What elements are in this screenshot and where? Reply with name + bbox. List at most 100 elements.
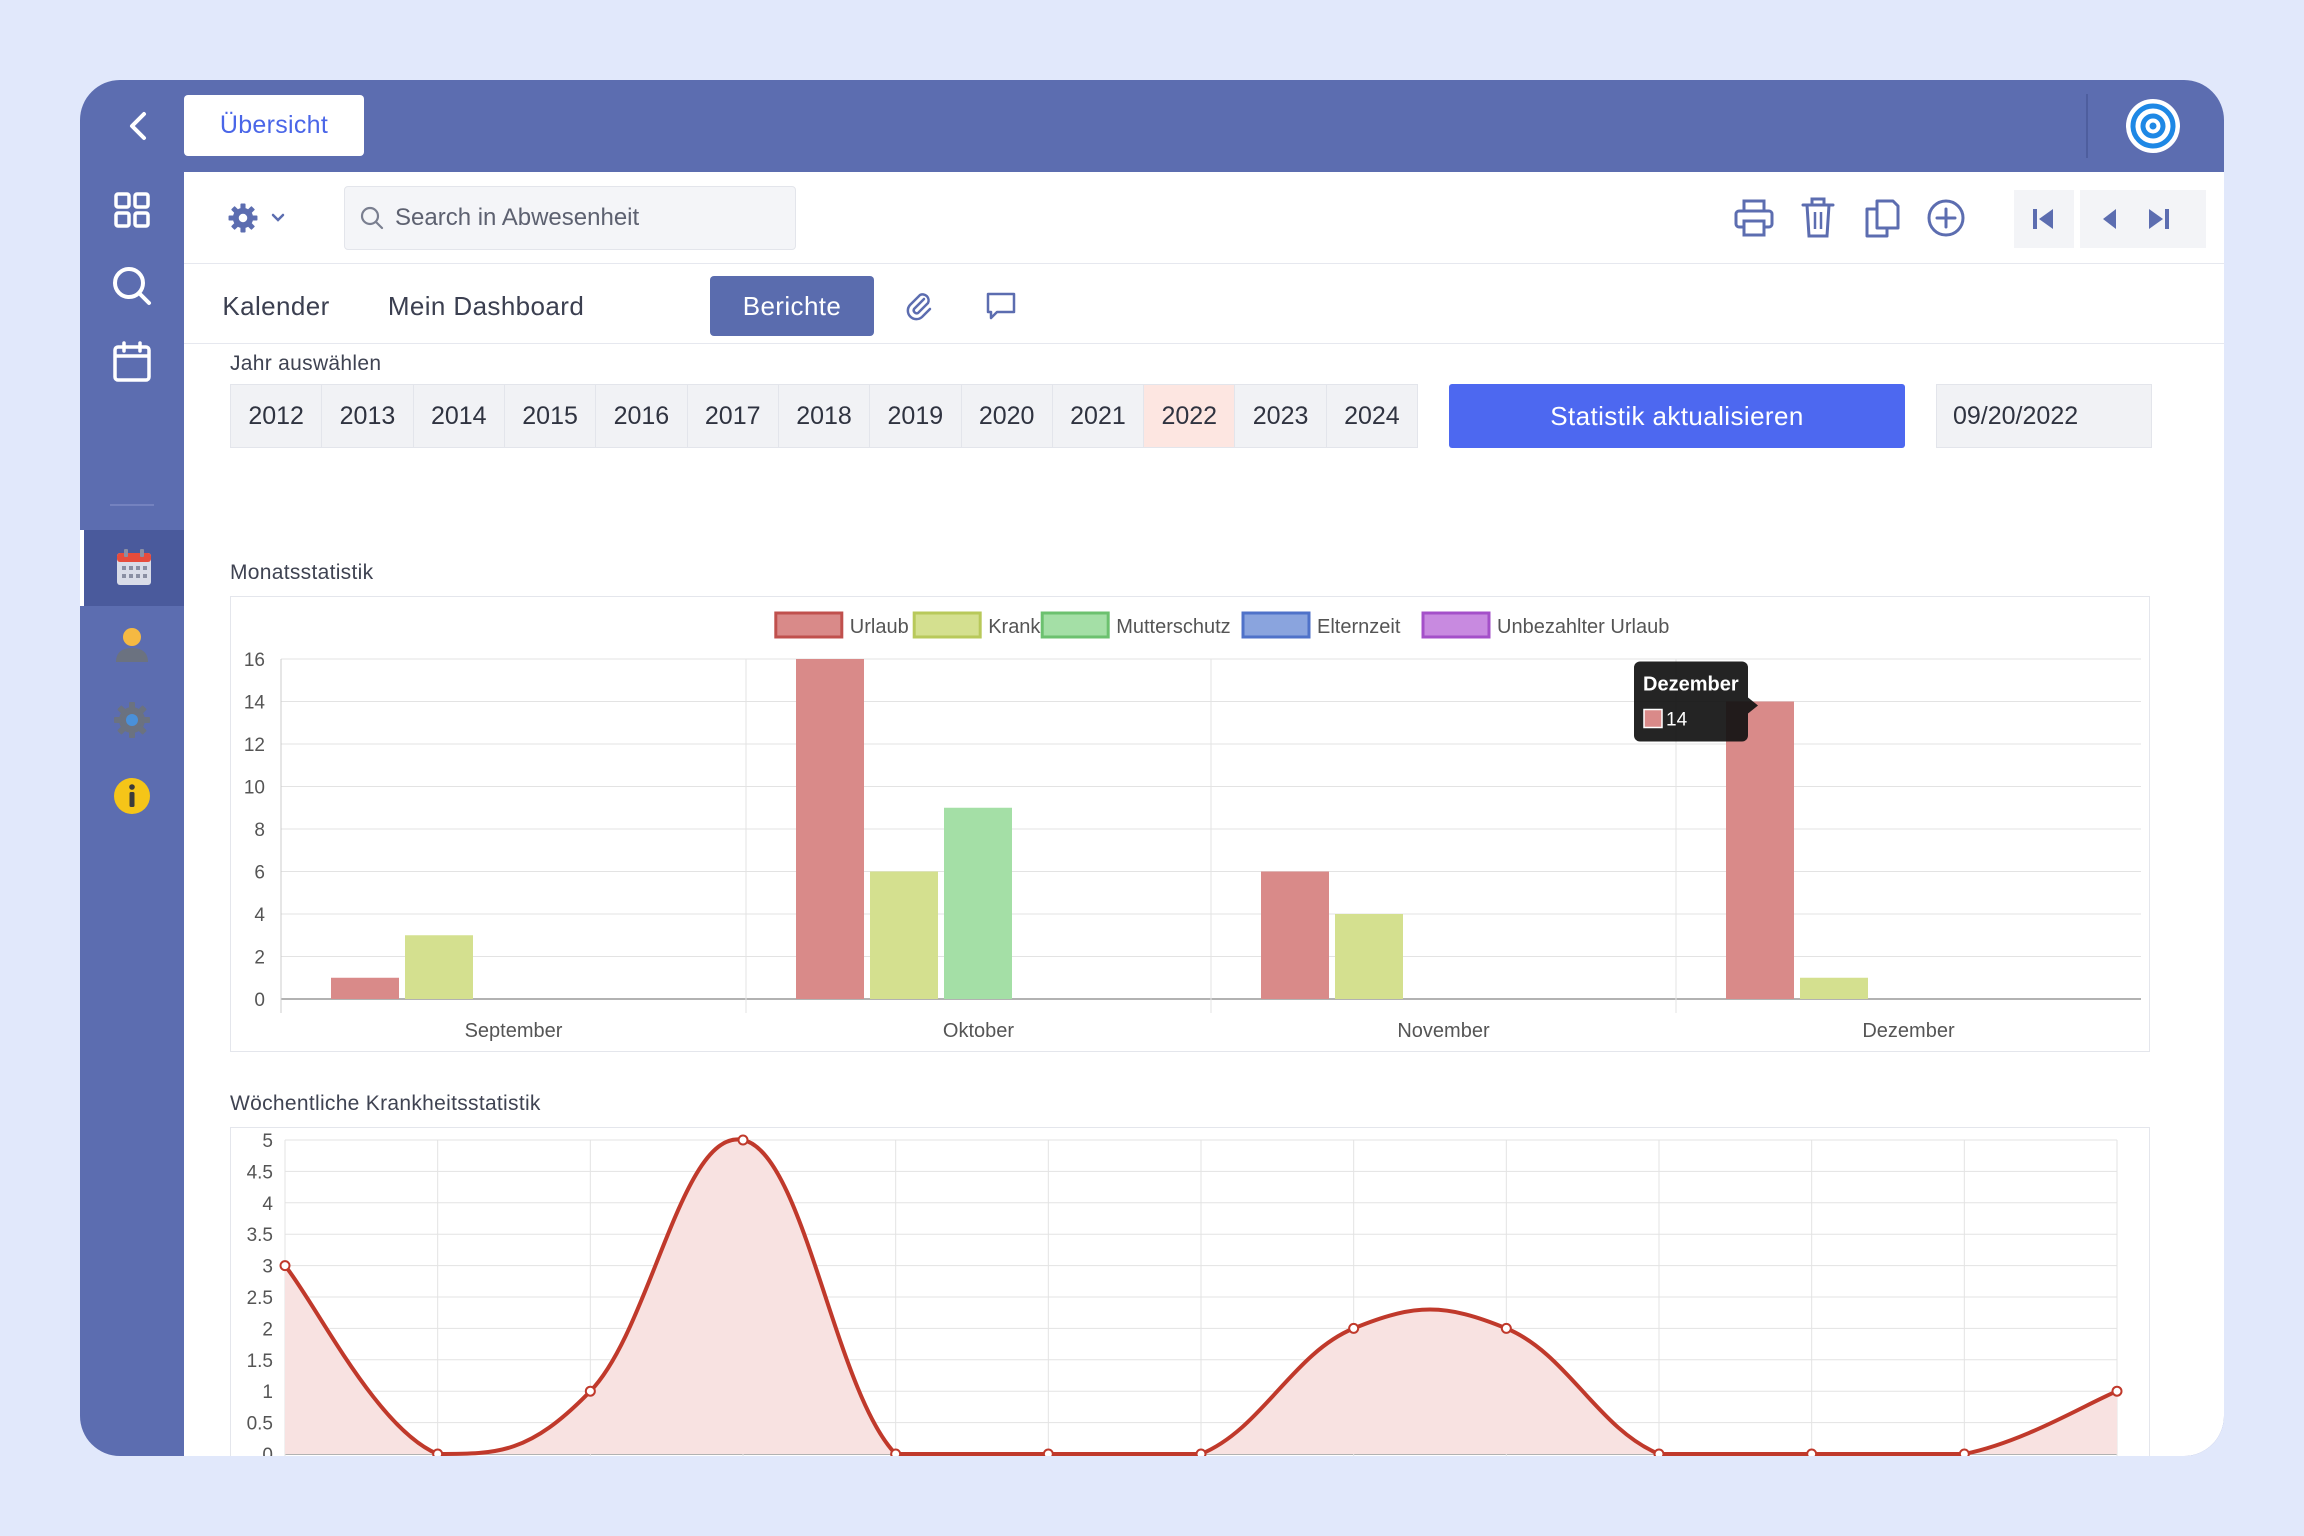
chart-legend: Urlaub Krank Mutterschutz Elternzeit Unbezah… <box>774 611 1669 639</box>
chart-tooltip: Dezember 14 <box>1634 661 1758 742</box>
year-button-2018[interactable]: 2018 <box>779 385 871 447</box>
bar-urlaub-november[interactable] <box>1261 871 1329 1000</box>
sidebar-item-settings[interactable] <box>80 682 184 758</box>
tooltip-swatch <box>1643 708 1663 729</box>
sidebar-item-search[interactable] <box>80 248 184 324</box>
data-point-kw-42[interactable] <box>890 1448 902 1457</box>
data-point-kw-43[interactable] <box>1042 1448 1054 1457</box>
year-selector: 2012 2013 2014 2015 2016 2017 2018 2019 2020 2021… <box>230 384 1418 448</box>
legend-swatch-1[interactable] <box>912 611 982 639</box>
data-point-kw-46[interactable] <box>1500 1322 1512 1334</box>
bar-urlaub-dezember[interactable] <box>1726 701 1794 1000</box>
y-tick-label: 4 <box>254 905 265 926</box>
y-axis: 0 0.5 1 1.5 2 2.5 3 3.5 4 4.5 5 <box>247 1131 2117 1456</box>
comment-icon <box>986 292 1016 320</box>
year-button-2024[interactable]: 2024 <box>1344 401 1400 430</box>
bar-mutterschutz-oktober[interactable] <box>944 807 1012 999</box>
x-tick-label: September <box>465 1020 563 1042</box>
gear-icon <box>228 203 258 233</box>
previous-icon <box>2103 209 2116 229</box>
date-field[interactable]: 09/20/2022 <box>1936 384 2152 448</box>
calendar-active-icon <box>117 549 151 585</box>
tab-kalender[interactable]: Kalender <box>222 290 330 321</box>
attachment-button[interactable] <box>894 276 944 336</box>
settings-dropdown[interactable] <box>226 198 306 238</box>
year-button-2014[interactable]: 2014 <box>414 385 505 447</box>
print-button[interactable] <box>1730 194 1778 242</box>
year-button-2017[interactable]: 2017 <box>688 385 779 447</box>
data-point-kw-49[interactable] <box>1806 1448 1818 1457</box>
sidebar-item-calendar[interactable] <box>80 324 184 400</box>
year-button-2015[interactable]: 2015 <box>505 385 597 447</box>
sidebar-item-info[interactable] <box>80 758 184 834</box>
monthly-chart-frame: Urlaub Krank Mutterschutz Elternzeit Unbezah… <box>230 596 2150 1052</box>
legend-swatch-4[interactable] <box>1421 611 1491 639</box>
data-point-kw-44[interactable] <box>1195 1448 1207 1457</box>
bar-krank-september[interactable] <box>405 935 473 999</box>
y-tick-label: 10 <box>244 778 265 799</box>
bar-krank-dezember[interactable] <box>1800 977 1868 999</box>
last-page-button[interactable] <box>2128 190 2188 248</box>
bar-urlaub-oktober[interactable] <box>796 659 864 999</box>
data-point-kw-48[interactable] <box>1653 1448 1665 1457</box>
data-point-kw-50[interactable] <box>1958 1448 1970 1457</box>
paperclip-icon <box>906 293 932 321</box>
copy-icon <box>1865 199 1900 238</box>
monthly-bar-chart: Urlaub Krank Mutterschutz Elternzeit Unbezah… <box>244 611 2141 1042</box>
tab-berichte[interactable]: Berichte <box>710 276 874 336</box>
weekly-chart-label: Wöchentliche Krankheitsstatistik <box>230 1092 541 1115</box>
data-point-kw-41[interactable] <box>737 1134 749 1146</box>
info-icon <box>114 778 150 814</box>
year-button-2012[interactable]: 2012 <box>231 385 323 447</box>
data-point-kw-40[interactable] <box>584 1385 596 1397</box>
legend-swatch-2[interactable] <box>1040 611 1110 639</box>
weekly-chart-frame: 00.511.522.533.544.55KW 37KW 39KW 40KW 4… <box>230 1127 2150 1456</box>
last-page-icon <box>2149 209 2169 229</box>
bar-krank-november[interactable] <box>1335 914 1403 999</box>
y-tick-label: 0 <box>254 990 265 1011</box>
back-button[interactable] <box>110 98 166 154</box>
update-statistics-button[interactable]: Statistik aktualisieren <box>1449 384 1905 448</box>
year-button-2021[interactable]: 2021 <box>1053 385 1145 447</box>
bar-urlaub-september[interactable] <box>331 977 399 999</box>
search-box[interactable] <box>344 186 796 250</box>
sidebar-item-users[interactable] <box>80 606 184 682</box>
area-fill <box>285 1139 2117 1454</box>
first-page-button[interactable] <box>2014 190 2074 248</box>
sidebar-item-dashboard[interactable] <box>80 172 184 248</box>
year-button-2020[interactable]: 2020 <box>962 385 1053 447</box>
legend-label-4: Unbezahlter Urlaub <box>1497 616 1669 638</box>
data-point-kw-52[interactable] <box>2111 1385 2123 1397</box>
tab-dashboard[interactable]: Mein Dashboard <box>387 290 585 321</box>
sidebar-item-absence[interactable] <box>80 530 184 606</box>
y-tick-label: 6 <box>254 863 265 884</box>
add-button[interactable] <box>1922 194 1970 242</box>
year-button-2013[interactable]: 2013 <box>322 385 414 447</box>
year-button-2019[interactable]: 2019 <box>870 385 962 447</box>
year-button-2022[interactable]: 2022 <box>1144 385 1236 447</box>
chevron-down-icon <box>271 213 285 222</box>
grid-icon <box>114 192 150 228</box>
tab-overview[interactable]: Übersicht <box>184 95 364 156</box>
bar-krank-oktober[interactable] <box>870 871 938 1000</box>
legend-label-3: Elternzeit <box>1317 616 1401 638</box>
delete-button[interactable] <box>1794 194 1842 242</box>
data-point-kw-39[interactable] <box>432 1448 444 1457</box>
data-point-kw-45[interactable] <box>1348 1322 1360 1334</box>
topbar-divider <box>2086 94 2088 158</box>
add-circle-icon <box>1927 199 1965 237</box>
year-button-2023[interactable]: 2023 <box>1235 385 1327 447</box>
y-tick-label: 0 <box>262 1445 273 1456</box>
year-button-2016[interactable]: 2016 <box>596 385 688 447</box>
legend-swatch-3[interactable] <box>1241 611 1311 639</box>
comment-button[interactable] <box>974 276 1028 336</box>
search-input[interactable] <box>395 204 775 232</box>
legend-swatch-0[interactable] <box>774 611 844 639</box>
target-logo-icon[interactable] <box>2125 98 2181 154</box>
y-tick-label: 3.5 <box>247 1225 273 1246</box>
copy-button[interactable] <box>1858 194 1906 242</box>
data-point-kw-37[interactable] <box>279 1260 291 1272</box>
sidebar-separator <box>110 504 154 506</box>
tooltip-title: Dezember <box>1643 674 1739 696</box>
y-tick-label: 12 <box>244 735 265 756</box>
